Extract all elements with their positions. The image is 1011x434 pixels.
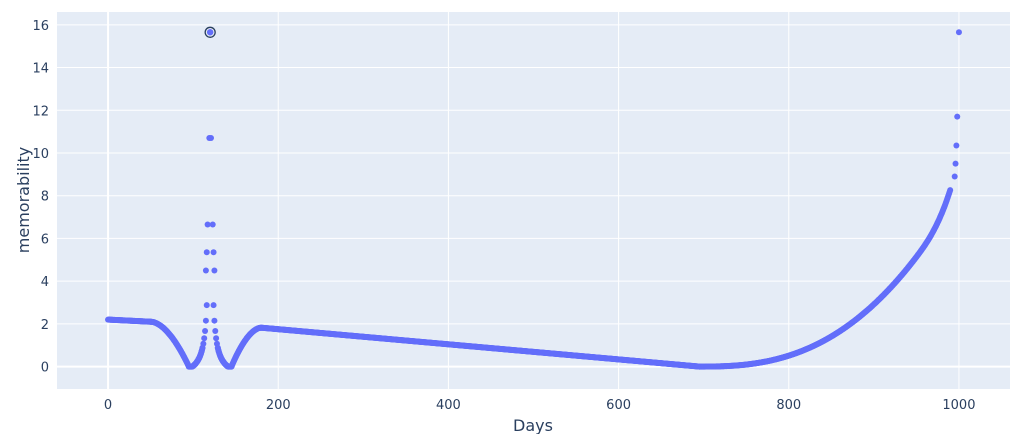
x-tick-label: 1000 [942,398,975,413]
data-point [210,249,217,256]
y-tick-label: 2 [41,318,49,333]
data-point [208,135,215,142]
grid [57,12,1010,389]
plot-area [57,12,1010,389]
data-point [954,113,961,120]
y-tick-label: 16 [32,19,49,34]
data-point [952,160,959,167]
y-tick-label: 0 [41,361,49,376]
highlighted-point-ring [204,26,216,38]
y-axis-ticks: 0 2 4 6 8 10 12 14 16 [32,19,49,376]
x-tick-label: 400 [436,398,461,413]
x-tick-label: 600 [606,398,631,413]
x-tick-label: 0 [104,398,112,413]
y-tick-label: 10 [32,147,49,162]
data-point [211,317,218,324]
data-points [105,26,962,370]
data-point [201,335,208,342]
x-tick-label: 800 [776,398,801,413]
y-tick-label: 4 [41,275,49,290]
data-point [203,302,210,309]
data-point [203,249,210,256]
data-point [202,267,209,274]
data-point [202,327,209,334]
data-point [210,302,217,309]
data-point [955,29,962,36]
x-axis-title: Days [513,416,553,434]
y-tick-label: 14 [32,62,49,77]
data-point [213,335,220,342]
x-axis-ticks: 0 200 400 600 800 1000 [104,398,976,413]
data-point [204,221,211,228]
x-tick-label: 200 [266,398,291,413]
data-point [951,173,958,180]
data-point [953,142,960,149]
y-axis-title: memorability [14,147,33,253]
data-point [202,317,209,324]
data-point [212,327,219,334]
data-point [209,221,216,228]
y-tick-label: 6 [41,232,49,247]
y-tick-label: 12 [32,104,49,119]
data-point [199,344,206,351]
y-tick-label: 8 [41,190,49,205]
data-point [947,187,954,194]
data-point [211,267,218,274]
highlighted-point [206,29,214,36]
